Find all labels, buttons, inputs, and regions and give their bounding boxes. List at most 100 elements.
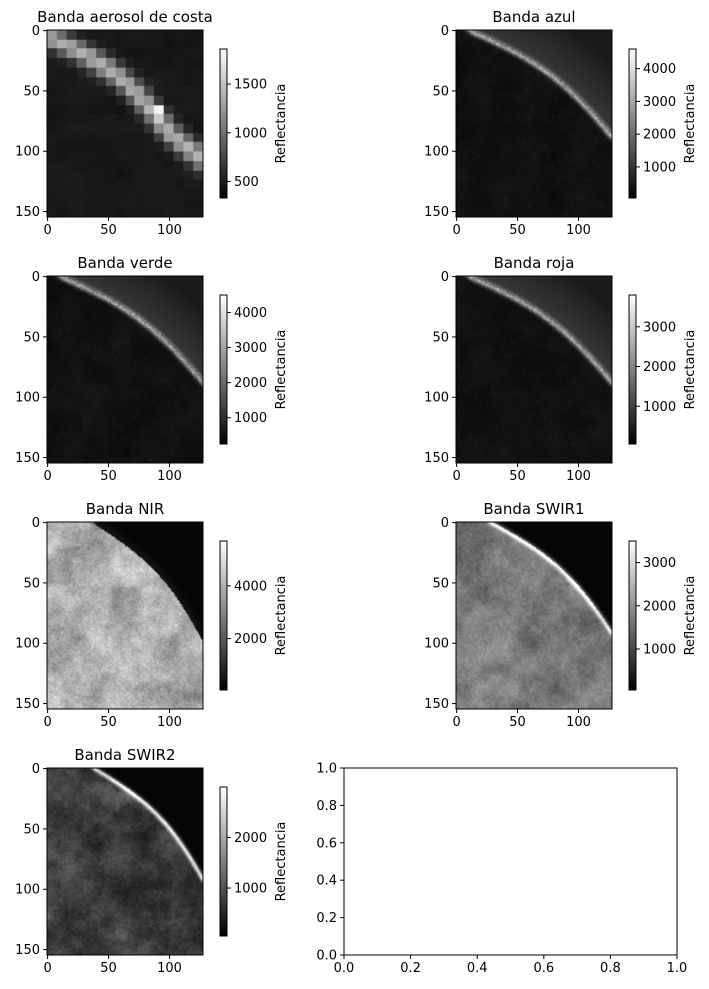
axes-frame xyxy=(455,29,613,218)
colorbar-tick-label: 500 xyxy=(234,175,259,190)
subplot-title: Banda SWIR2 xyxy=(74,746,175,764)
x-tick-label: 0 xyxy=(452,223,460,238)
x-tick-label: 0 xyxy=(43,223,51,238)
x-tick-label: 0 xyxy=(452,469,460,484)
colorbar-tick-label: 2000 xyxy=(234,831,267,846)
axes-frame xyxy=(46,767,204,956)
colorbar-label: Reflectancia xyxy=(274,576,289,656)
y-tick-label: 50 xyxy=(23,822,40,837)
y-tick-label: 150 xyxy=(424,205,449,220)
colorbar-gradient xyxy=(628,48,637,199)
colorbar-gradient xyxy=(628,294,637,445)
y-tick-label: 50 xyxy=(23,84,40,99)
colorbar-tick-label: 4000 xyxy=(234,306,267,321)
colorbar-tick-label: 4000 xyxy=(643,62,676,77)
colorbar-tick-label: 1000 xyxy=(643,160,676,175)
y-tick-label: 100 xyxy=(15,637,40,652)
axes-frame xyxy=(46,521,204,710)
colorbar: 1000 2000 3000 4000 Reflectancia xyxy=(219,294,289,445)
colorbar-label: Reflectancia xyxy=(274,84,289,164)
colorbar-tick-label: 2000 xyxy=(643,128,676,143)
x-tick-label: 0.6 xyxy=(533,961,554,976)
x-tick-label: 50 xyxy=(100,715,117,730)
x-tick-label: 100 xyxy=(157,715,182,730)
band-image xyxy=(456,30,612,217)
x-tick-label: 0 xyxy=(43,469,51,484)
x-tick-label: 100 xyxy=(157,961,182,976)
band-image xyxy=(47,768,203,955)
subplot-title: Banda azul xyxy=(492,8,575,26)
subplot-title: Banda aerosol de costa xyxy=(37,8,213,26)
y-tick-label: 1.0 xyxy=(316,762,337,777)
colorbar-tick-label: 1500 xyxy=(234,78,267,93)
y-tick-label: 0.2 xyxy=(316,911,337,926)
x-tick-label: 50 xyxy=(509,715,526,730)
y-tick-label: 150 xyxy=(424,697,449,712)
colorbar-tick-label: 2000 xyxy=(643,599,676,614)
y-tick-label: 0.8 xyxy=(316,799,337,814)
y-tick-label: 0 xyxy=(441,270,449,285)
y-tick-label: 150 xyxy=(424,451,449,466)
colorbar-tick-label: 3000 xyxy=(234,341,267,356)
band-image xyxy=(456,522,612,709)
y-tick-label: 0.6 xyxy=(316,836,337,851)
colorbar: 2000 4000 Reflectancia xyxy=(219,540,289,691)
colorbar-gradient xyxy=(219,786,228,937)
y-tick-label: 0.0 xyxy=(316,949,337,964)
colorbar-gradient xyxy=(219,294,228,445)
x-tick-label: 50 xyxy=(509,469,526,484)
colorbar-label: Reflectancia xyxy=(683,330,698,410)
colorbar-gradient xyxy=(219,48,228,199)
x-tick-label: 100 xyxy=(566,469,591,484)
colorbar-tick-label: 1000 xyxy=(643,642,676,657)
colorbar: 1000 2000 3000 Reflectancia xyxy=(628,294,698,445)
y-tick-label: 150 xyxy=(15,205,40,220)
y-tick-label: 100 xyxy=(424,145,449,160)
colorbar-label: Reflectancia xyxy=(274,330,289,410)
x-tick-label: 100 xyxy=(157,223,182,238)
axes-frame xyxy=(455,275,613,464)
x-tick-label: 0.8 xyxy=(600,961,621,976)
y-tick-label: 0.4 xyxy=(316,874,337,889)
band-image xyxy=(47,522,203,709)
y-tick-label: 0 xyxy=(32,516,40,531)
subplot-title: Banda SWIR1 xyxy=(483,500,584,518)
y-tick-label: 150 xyxy=(15,697,40,712)
y-tick-label: 50 xyxy=(432,84,449,99)
y-tick-label: 100 xyxy=(15,145,40,160)
x-tick-label: 50 xyxy=(100,469,117,484)
x-tick-label: 0.2 xyxy=(400,961,421,976)
y-tick-label: 0 xyxy=(32,24,40,39)
colorbar-tick-label: 2000 xyxy=(234,376,267,391)
x-tick-label: 100 xyxy=(157,469,182,484)
axes-frame xyxy=(46,275,204,464)
colorbar: 500 1000 1500 Reflectancia xyxy=(219,48,289,199)
x-tick-label: 50 xyxy=(100,223,117,238)
colorbar-tick-label: 1000 xyxy=(234,882,267,897)
y-tick-label: 100 xyxy=(424,391,449,406)
y-tick-label: 50 xyxy=(23,330,40,345)
y-tick-label: 0 xyxy=(32,762,40,777)
colorbar-tick-label: 1000 xyxy=(234,411,267,426)
x-tick-label: 0 xyxy=(452,715,460,730)
colorbar-label: Reflectancia xyxy=(683,576,698,656)
y-tick-label: 100 xyxy=(15,883,40,898)
colorbar: 1000 2000 3000 4000 Reflectancia xyxy=(628,48,698,199)
x-tick-label: 100 xyxy=(566,223,591,238)
y-tick-label: 0 xyxy=(441,24,449,39)
colorbar-tick-label: 4000 xyxy=(234,579,267,594)
axes-frame xyxy=(455,521,613,710)
band-image xyxy=(456,276,612,463)
colorbar-tick-label: 2000 xyxy=(234,632,267,647)
colorbar-label: Reflectancia xyxy=(683,84,698,164)
x-tick-label: 100 xyxy=(566,715,591,730)
x-tick-label: 1.0 xyxy=(667,961,688,976)
y-tick-label: 50 xyxy=(432,576,449,591)
subplot-title: Banda NIR xyxy=(86,500,165,518)
